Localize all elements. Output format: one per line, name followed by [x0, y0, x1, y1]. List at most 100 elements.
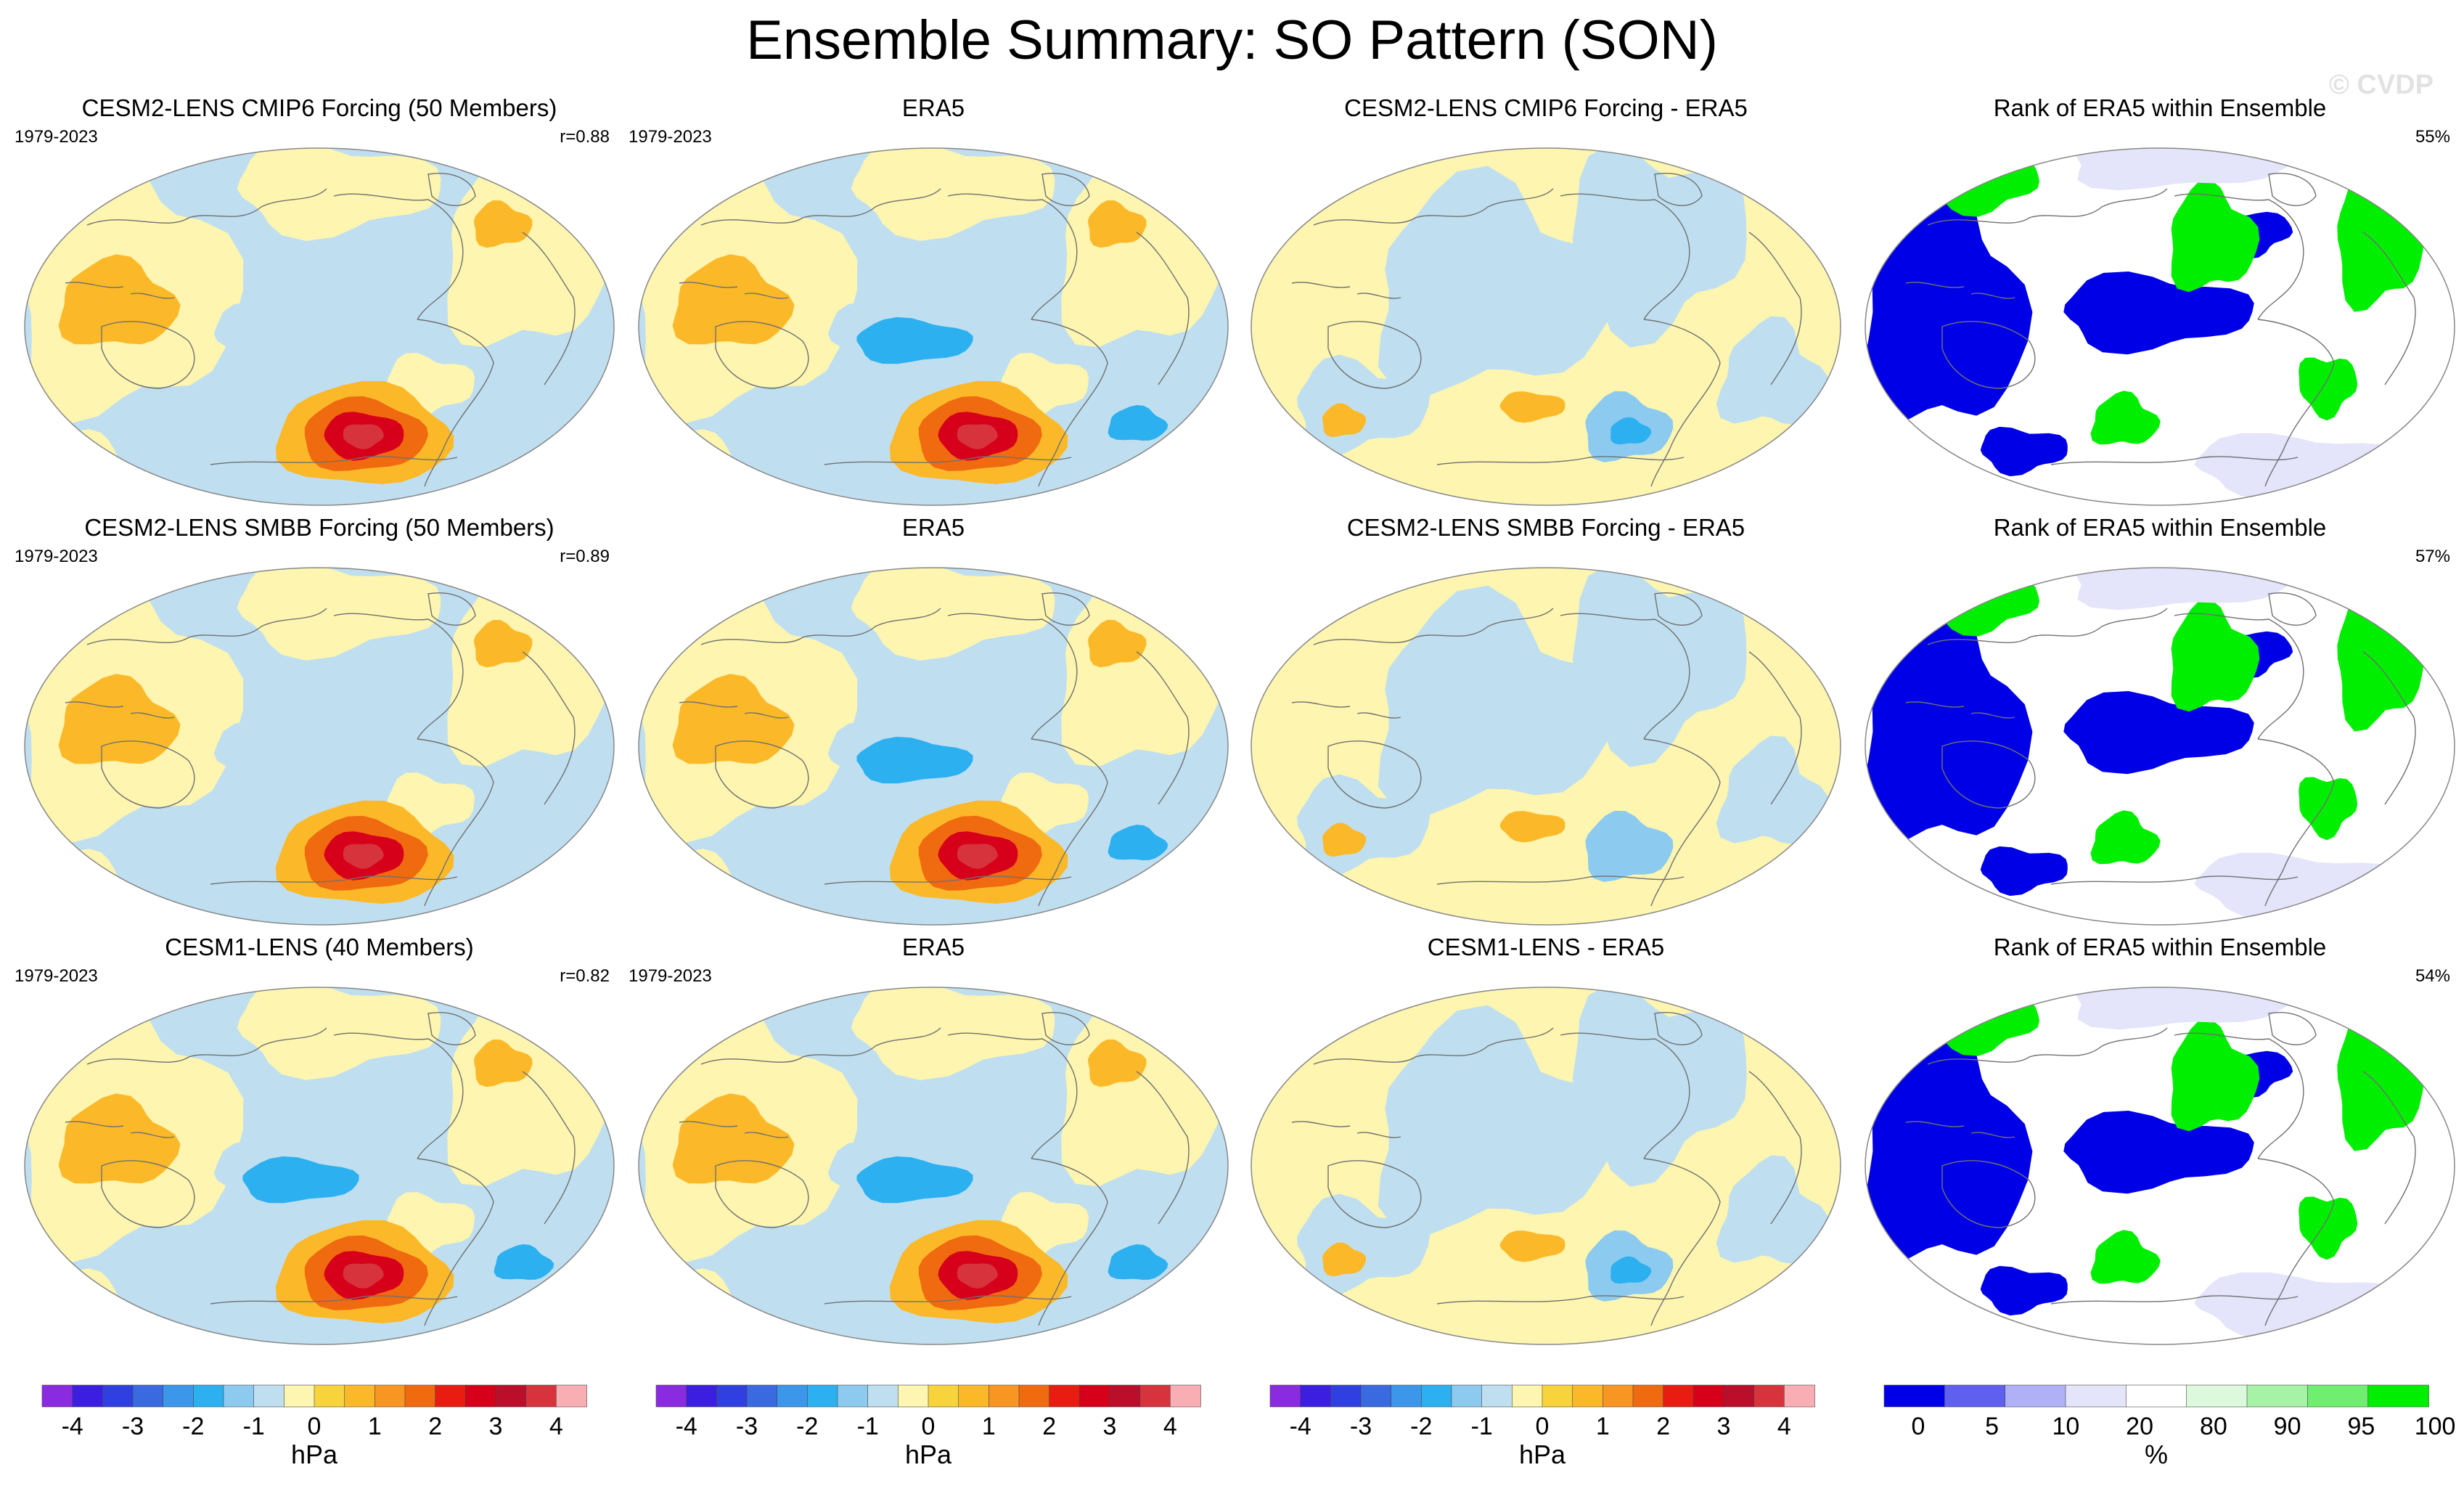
- coastline: [679, 701, 789, 719]
- positive-anomaly: [1087, 200, 1147, 248]
- colorbar-swatch: [898, 1384, 929, 1408]
- coastline: [1327, 740, 1422, 809]
- positive-anomaly: [237, 987, 441, 1080]
- panel-title: Rank of ERA5 within Ensemble: [1994, 934, 2327, 960]
- colorbar-swatch: [746, 1384, 778, 1408]
- rank-high-region: [2171, 599, 2260, 712]
- coastline: [1905, 1121, 2015, 1138]
- coastline: [1927, 1027, 2168, 1065]
- colorbar-unit: hPa: [905, 1440, 952, 1469]
- coastline: [86, 608, 327, 645]
- colorbar-swatch: [1049, 1384, 1081, 1408]
- positive-anomaly: [1499, 1230, 1565, 1262]
- coastline: [1436, 1295, 1685, 1305]
- coastline: [1436, 456, 1685, 465]
- map-border: [24, 567, 615, 926]
- colorbar-swatch: [1512, 1384, 1543, 1408]
- map-border: [638, 147, 1229, 506]
- colorbar-swatch: [1269, 1384, 1301, 1408]
- coastline: [101, 740, 195, 809]
- negative-anomaly: [494, 1244, 554, 1280]
- panel-title: ERA5: [902, 514, 965, 541]
- positive-anomaly: [1322, 1242, 1367, 1277]
- panel-period: 1979-2023: [15, 127, 98, 147]
- colorbar-tick-label: 1: [368, 1413, 382, 1440]
- map-border: [1865, 567, 2455, 926]
- colorbar-tick-label: 3: [489, 1413, 503, 1440]
- colorbar-swatch: [163, 1384, 195, 1408]
- positive-anomaly: [1087, 619, 1147, 668]
- colorbar-tick-label: -1: [1471, 1413, 1493, 1440]
- rank-low-region: [1980, 846, 2068, 897]
- rank-mid-region: [2075, 568, 2296, 611]
- panel-stat: 57%: [2415, 547, 2450, 566]
- colorbar-unit: hPa: [1519, 1440, 1566, 1469]
- coastline: [700, 188, 941, 226]
- positive-anomaly: [851, 987, 1055, 1080]
- coastline: [947, 193, 1078, 320]
- coastline: [2268, 1012, 2317, 1045]
- negative-anomaly: [1716, 735, 1829, 844]
- panel-title: CESM2-LENS SMBB Forcing (50 Members): [84, 514, 554, 541]
- colorbar-tick-label: 0: [922, 1413, 936, 1440]
- colorbar-tick-label: 0: [1536, 1413, 1550, 1440]
- coastline: [1031, 1158, 1108, 1326]
- colorbar-swatch: [2005, 1384, 2066, 1408]
- coastline: [2174, 193, 2304, 320]
- negative-anomaly: [242, 1156, 359, 1204]
- colorbar-swatch: [495, 1384, 527, 1408]
- colorbar-swatch: [1632, 1384, 1664, 1408]
- negative-anomaly: [856, 736, 973, 784]
- coastline: [1291, 1121, 1401, 1138]
- sam-high-contour: [957, 1263, 998, 1289]
- colorbar-swatch: [716, 1384, 748, 1408]
- colorbar-swatch: [344, 1384, 376, 1408]
- sam-high-contour: [343, 844, 384, 869]
- colorbar-swatch: [1572, 1384, 1604, 1408]
- coastline: [2050, 1295, 2299, 1305]
- colorbar-tick-label: -2: [182, 1413, 204, 1440]
- coastline: [210, 1295, 458, 1305]
- coastline: [1643, 319, 1721, 487]
- colorbar-swatch: [314, 1384, 345, 1408]
- positive-anomaly: [447, 987, 613, 1187]
- colorbar-tick-label: 10: [2052, 1413, 2079, 1440]
- colorbar-tick-label: 100: [2415, 1413, 2456, 1440]
- coastline: [417, 1158, 494, 1326]
- colorbar-swatch: [1300, 1384, 1332, 1408]
- colorbar-swatch: [1753, 1384, 1785, 1408]
- rank-high-region: [2171, 1018, 2260, 1132]
- colorbar-tick-label: 2: [428, 1413, 442, 1440]
- coastline: [522, 1071, 576, 1225]
- coastline: [2257, 1158, 2335, 1326]
- rank-low-region: [1980, 426, 2068, 477]
- colorbar-unit: %: [2145, 1440, 2168, 1469]
- positive-anomaly: [1061, 987, 1227, 1187]
- positive-anomaly: [237, 148, 441, 241]
- negative-anomaly: [1378, 1005, 1621, 1235]
- colorbar-tick-label: -3: [1350, 1413, 1372, 1440]
- sam-high-contour: [343, 424, 384, 449]
- positive-anomaly: [25, 849, 119, 925]
- coastline: [427, 173, 476, 206]
- map-field: [1865, 148, 2455, 505]
- panel-title: CESM2-LENS CMIP6 Forcing - ERA5: [1344, 94, 1748, 121]
- colorbar-tick-label: 2: [1042, 1413, 1056, 1440]
- positive-anomaly: [639, 1268, 733, 1344]
- coastline: [427, 1012, 476, 1045]
- map-field: [639, 568, 1228, 925]
- map-border: [1865, 147, 2455, 506]
- positive-anomaly: [447, 568, 613, 767]
- panel-stat: r=0.82: [560, 966, 610, 986]
- coastline: [101, 1160, 195, 1228]
- positive-anomaly: [672, 674, 795, 764]
- coastline: [1748, 651, 1802, 805]
- colorbar-swatch: [1109, 1384, 1141, 1408]
- colorbar-tick-label: 3: [1103, 1413, 1117, 1440]
- positive-anomaly: [1061, 148, 1227, 348]
- coastline: [824, 456, 1072, 465]
- positive-anomaly: [237, 568, 441, 661]
- coastline: [2362, 1071, 2416, 1225]
- coastline: [1136, 1071, 1190, 1225]
- coastline: [1560, 193, 1690, 320]
